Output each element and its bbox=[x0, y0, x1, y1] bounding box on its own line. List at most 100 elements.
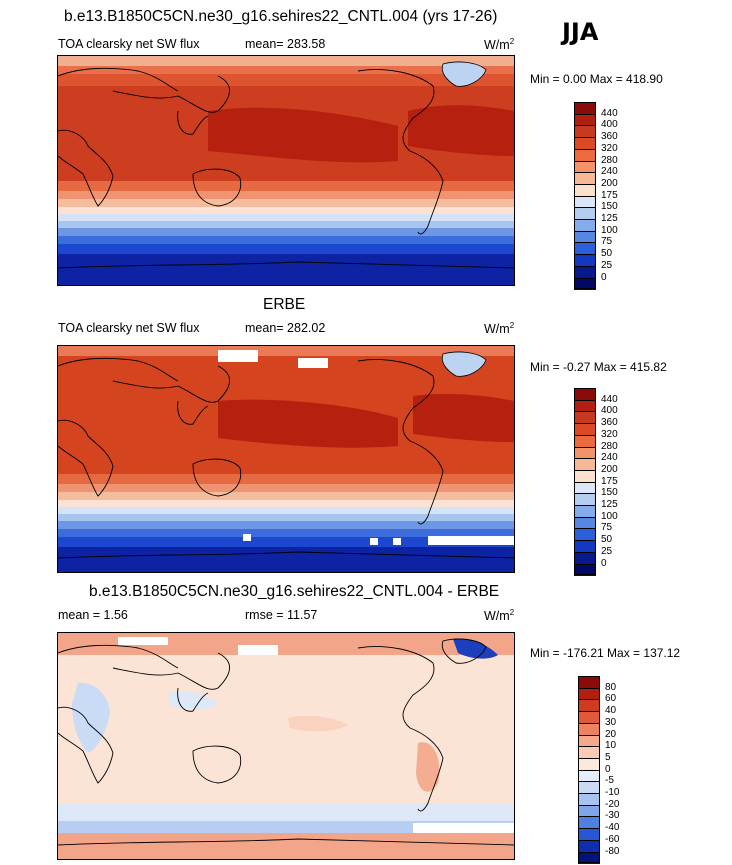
colorbar-swatch bbox=[578, 699, 600, 712]
arctic-band bbox=[58, 346, 514, 356]
atlantic-maximum-region bbox=[413, 393, 514, 442]
colorbar-tick-label: 400 bbox=[601, 119, 618, 131]
colorbar-swatch bbox=[574, 551, 596, 564]
band-75 bbox=[58, 529, 514, 537]
arctic-diff-band bbox=[58, 633, 514, 655]
colorbar-tick-label: 75 bbox=[601, 522, 613, 534]
colorbar-tick-label: 280 bbox=[601, 154, 618, 166]
panel-1-map-svg bbox=[58, 56, 514, 285]
colorbar-swatch bbox=[578, 734, 600, 747]
colorbar-tick-label: 80 bbox=[605, 681, 617, 693]
colorbar-tick-label: 240 bbox=[601, 452, 618, 464]
season-label: JJA bbox=[562, 18, 599, 46]
colorbar-tick-label: 0 bbox=[601, 557, 607, 569]
colorbar-tick-label: 50 bbox=[601, 248, 613, 260]
colorbar-tick-label: 175 bbox=[601, 475, 618, 487]
colorbar-frame bbox=[574, 102, 596, 290]
colorbar-swatch bbox=[578, 722, 600, 735]
panel-2-mean-label: mean= 282.02 bbox=[245, 321, 326, 335]
colorbar-swatch bbox=[574, 102, 596, 115]
pacific-positive-anomaly bbox=[288, 715, 348, 732]
panel-1-title: b.e13.B1850C5CN.ne30_g16.sehires22_CNTL.… bbox=[64, 8, 498, 25]
panel-3-title: b.e13.B1850C5CN.ne30_g16.sehires22_CNTL.… bbox=[89, 583, 500, 600]
missing-data-patch bbox=[118, 637, 168, 645]
eurasia-north-coast bbox=[58, 67, 179, 92]
antarctica-coast bbox=[58, 261, 514, 269]
band-150 bbox=[58, 214, 514, 221]
colorbar-swatch bbox=[574, 516, 596, 529]
colorbar-tick-label: 440 bbox=[601, 107, 618, 119]
panel-3-rmse-label: rmse = 11.57 bbox=[245, 608, 318, 622]
colorbar-tick-label: 20 bbox=[605, 728, 617, 740]
coastlines bbox=[58, 67, 514, 269]
eurasia-north-coast bbox=[58, 644, 179, 669]
africa-coast bbox=[58, 706, 114, 784]
missing-data-patch bbox=[243, 534, 251, 541]
panel-1-minmax: Min = 0.00 Max = 418.90 bbox=[530, 72, 663, 86]
antarctic-positive-band bbox=[58, 833, 514, 859]
highlat-band bbox=[58, 74, 514, 86]
australia-coast bbox=[192, 458, 242, 497]
colorbar-swatch bbox=[574, 505, 596, 518]
colorbar-swatch bbox=[574, 540, 596, 553]
australia-coast bbox=[192, 745, 242, 784]
colorbar-frame bbox=[578, 676, 600, 864]
missing-data-patch bbox=[218, 350, 258, 362]
colorbar-tick-label: 240 bbox=[601, 166, 618, 178]
colorbar-swatch bbox=[578, 839, 600, 852]
colorbar-tick-label: 25 bbox=[601, 545, 613, 557]
greenland-outline bbox=[441, 351, 487, 377]
band-125 bbox=[58, 221, 514, 228]
colorbar-tick-label: 200 bbox=[601, 463, 618, 475]
band-100 bbox=[58, 521, 514, 529]
colorbar-swatch bbox=[574, 277, 596, 290]
colorbar-tick-label: 10 bbox=[605, 740, 617, 752]
colorbar-frame bbox=[574, 388, 596, 576]
colorbar-swatch bbox=[574, 458, 596, 471]
colorbar-swatch bbox=[574, 219, 596, 232]
north-america-coast bbox=[357, 69, 435, 152]
colorbar-tick-label: 125 bbox=[601, 499, 618, 510]
colorbar-tick-label: 175 bbox=[601, 189, 618, 201]
colorbar-tick-label: 0 bbox=[605, 763, 611, 775]
colorbar-tick-label: 280 bbox=[601, 440, 618, 452]
australia-coast bbox=[192, 168, 242, 207]
colorbar-tick-label: 320 bbox=[601, 428, 618, 440]
greenland-negative-anomaly bbox=[453, 638, 498, 659]
colorbar-tick-label: 30 bbox=[605, 716, 617, 728]
colorbar-swatch bbox=[574, 160, 596, 173]
band-125 bbox=[58, 514, 514, 521]
southern-ocean-negative-band bbox=[58, 803, 514, 821]
south-america-coast bbox=[409, 150, 444, 235]
south-america-positive-anomaly bbox=[416, 742, 440, 792]
south-america-coast bbox=[409, 727, 444, 812]
colorbar-swatch bbox=[578, 711, 600, 724]
colorbar-swatch bbox=[574, 434, 596, 447]
colorbar-tick-label: 100 bbox=[601, 224, 618, 236]
colorbar-tick-label: 200 bbox=[601, 177, 618, 189]
eurasia-north-coast bbox=[58, 357, 179, 382]
subarctic-band bbox=[58, 66, 514, 74]
colorbar-swatch bbox=[574, 399, 596, 412]
colorbar-tick-label: 125 bbox=[601, 213, 618, 224]
subtropic-south-band bbox=[58, 474, 514, 484]
colorbar-swatch bbox=[574, 183, 596, 197]
colorbar-tick-label: 50 bbox=[601, 534, 613, 546]
greenland-outline bbox=[441, 61, 487, 87]
colorbar-tick-label: 25 bbox=[601, 259, 613, 271]
south-america-coast bbox=[409, 440, 444, 525]
colorbar-swatch bbox=[578, 769, 600, 782]
band-240 bbox=[58, 484, 514, 492]
missing-data-patch bbox=[393, 538, 401, 545]
colorbar-tick-label: 5 bbox=[605, 751, 611, 763]
colorbar-swatch bbox=[574, 148, 596, 161]
band-150 bbox=[58, 507, 514, 514]
missing-data-patch bbox=[298, 358, 328, 368]
colorbar-tick-label: 360 bbox=[601, 417, 618, 429]
missing-data-patch bbox=[413, 823, 514, 833]
colorbar-swatch bbox=[578, 851, 600, 864]
panel-1-units: W/m2 bbox=[484, 37, 515, 53]
colorbar-swatch bbox=[578, 816, 600, 829]
band-200 bbox=[58, 492, 514, 500]
antarctic-band bbox=[58, 254, 514, 285]
